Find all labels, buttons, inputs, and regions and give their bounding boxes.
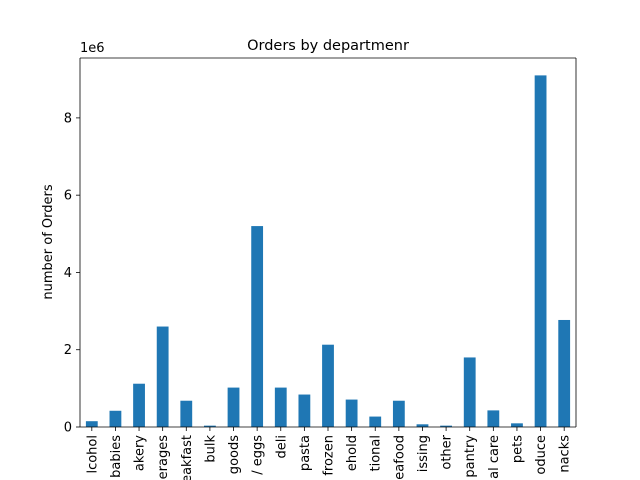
x-tick-label: nacks [558,435,573,473]
x-tick-label: tional [369,435,384,471]
bar-dairy-eggs [251,226,264,427]
bar-meat-seafood [392,400,405,427]
y-axis-label: number of Orders [41,184,56,299]
x-tick-label: bulk [203,435,218,463]
bar-pets [511,423,523,427]
bar-household [345,399,358,427]
bar-canned-goods [227,387,240,427]
x-tick-label: frozen [322,435,337,476]
y-tick-label: 4 [64,266,72,281]
bar-frozen [322,344,334,427]
bars [85,75,571,427]
x-tick-label: / eggs [251,435,266,475]
bar-produce [534,75,547,427]
bar-alcohol [85,421,98,427]
x-tick-label: other [440,434,455,469]
y-tick-label: 0 [64,421,72,436]
bar-snacks [558,319,571,427]
x-tick-label: eafood [392,435,407,480]
y-tick-label: 8 [64,111,72,126]
bar-deli [274,387,287,427]
x-tick-label: ehold [345,435,360,471]
x-tick-label: goods [227,435,242,474]
y-tick-label: 6 [64,189,72,204]
x-tick-label: oduce [534,435,549,475]
x-tick-label: lcohol [85,435,100,474]
x-tick-label: al care [487,435,502,479]
x-tick-label: deli [274,435,289,458]
y-axis-ticks: 0 2 4 6 8 [64,111,80,436]
axes-frame [79,57,577,428]
x-tick-label: pasta [298,435,313,471]
bar-missing [416,424,429,427]
bar-other [440,425,452,427]
x-tick-label: akery [133,435,148,471]
bar-personal-care [487,410,500,427]
bar-breakfast [180,400,193,427]
bar-bulk [204,425,216,427]
y-scale-label: 1e6 [80,41,105,56]
x-tick-label: erages [156,435,171,480]
chart-title: Orders by departmenr [247,38,409,54]
x-tick-label: eakfast [180,435,195,480]
x-tick-label: pets [510,435,525,463]
bar-pantry [463,357,476,427]
x-tick-label: pantry [463,435,478,478]
bar-bakery [133,383,145,427]
bar-dry-goods-pasta [298,394,311,427]
y-tick-label: 2 [64,343,72,358]
bar-babies [109,410,122,427]
bar-beverages [156,326,169,427]
bar-international [369,416,382,427]
x-tick-label: babies [109,435,124,478]
x-axis-ticks: lcohol babies akery erages eakfast bulk goods /… [85,427,573,480]
x-tick-label: issing [416,435,431,472]
